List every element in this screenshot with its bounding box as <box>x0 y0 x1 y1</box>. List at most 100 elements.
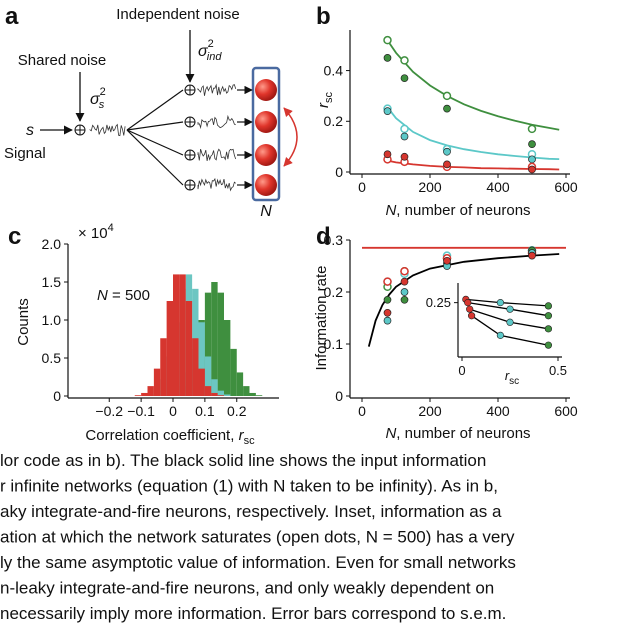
point <box>496 299 505 307</box>
y-tick-label: 0.5 <box>42 350 62 366</box>
sigma-label-part: 2 <box>100 86 106 98</box>
branch <box>126 121 184 131</box>
histogram-bar <box>134 395 142 396</box>
point <box>468 312 476 320</box>
point <box>400 132 409 141</box>
point <box>383 308 392 317</box>
x-tick-label: 600 <box>554 403 578 419</box>
sigma-label-part: ind <box>207 51 223 63</box>
sigma-label-part: s <box>99 99 105 111</box>
histogram-bar <box>255 395 263 396</box>
point <box>443 147 451 156</box>
point <box>442 91 452 101</box>
axis-multiplier: × 104 <box>78 222 114 242</box>
sum-node <box>185 150 195 160</box>
sigma-label-part: 2 <box>208 38 214 50</box>
point <box>443 160 451 169</box>
panel-label: a <box>5 3 19 30</box>
point <box>544 325 553 333</box>
histogram-bar <box>192 338 199 396</box>
histogram-bar <box>166 301 173 396</box>
histogram-bar <box>153 368 161 396</box>
point <box>496 331 505 339</box>
label: Shared noise <box>18 52 106 69</box>
curve <box>465 298 549 307</box>
annotation: N = 500 <box>97 287 150 304</box>
x-tick-label: 0.5 <box>549 363 567 378</box>
y-tick-label: 0.3 <box>324 232 344 248</box>
x-axis-label: N, number of neurons <box>385 425 530 442</box>
point <box>400 74 409 83</box>
branch <box>126 129 184 156</box>
sigma-label: σ2 s <box>90 86 106 111</box>
label: N <box>260 203 272 220</box>
neuron <box>255 174 277 196</box>
x-axis-label: Correlation coefficient, rsc <box>85 427 255 447</box>
point <box>400 288 409 296</box>
x-tick-label: 0 <box>169 403 177 419</box>
x-tick-label: 0.2 <box>227 403 247 419</box>
sigma-label-part: σ <box>90 91 101 108</box>
x-tick-label: 400 <box>486 179 510 195</box>
panel-label: c <box>8 223 21 250</box>
histogram-bar <box>160 338 167 396</box>
population-box <box>251 66 281 202</box>
histogram-bar <box>230 348 237 396</box>
branch <box>126 89 184 131</box>
panel-label: b <box>316 3 331 30</box>
x-axis-label-part: r <box>505 368 510 383</box>
noise-trace <box>197 177 236 192</box>
caption-line: r infinite networks (equation (1) with N… <box>0 477 498 496</box>
point <box>443 256 451 265</box>
x-axis-label-part: r <box>239 427 245 444</box>
y-tick-label: 0 <box>335 164 343 180</box>
sum-node <box>75 125 85 135</box>
x-tick-label: 200 <box>418 179 442 195</box>
point <box>400 152 409 161</box>
histogram-bar <box>185 301 193 396</box>
x-tick-label: 0 <box>458 363 465 378</box>
x-tick-label: 0.1 <box>195 403 215 419</box>
sigma-label-part: σ <box>198 43 209 60</box>
panel-a-shapes <box>40 30 298 202</box>
y-tick-label: 0.2 <box>324 113 344 129</box>
x-tick-label: 400 <box>486 403 510 419</box>
histogram-bar <box>141 392 148 396</box>
point <box>528 155 536 164</box>
histogram-bar <box>224 394 231 396</box>
x-axis-label-part: N <box>385 425 396 442</box>
caption-line: ly the same asymptotic value of informat… <box>0 553 516 572</box>
y-tick-label: 1.0 <box>42 312 62 328</box>
caption-line: ation at which the network saturates (op… <box>0 528 515 547</box>
sum-node <box>185 117 195 127</box>
neuron <box>255 144 277 166</box>
histogram-bar <box>204 356 212 396</box>
x-axis-label-part: sc <box>509 376 519 387</box>
histogram-bar <box>204 292 212 396</box>
y-tick-label: 0.4 <box>324 62 344 78</box>
point <box>383 35 392 45</box>
histogram-bar <box>147 386 154 396</box>
annotation-part: = 500 <box>108 287 150 304</box>
point <box>383 107 392 115</box>
x-axis-label-part: N <box>385 202 396 219</box>
histogram-bar <box>211 379 218 396</box>
sum-node <box>185 85 195 95</box>
histogram-bar <box>173 274 180 396</box>
point <box>400 295 409 304</box>
x-axis-label-part: sc <box>244 435 256 447</box>
y-axis-label: rsc <box>315 92 335 109</box>
y-tick-label: 0.2 <box>324 284 344 300</box>
x-axis-label-part: , number of neurons <box>396 425 530 442</box>
neuron <box>255 79 277 101</box>
noise-trace <box>197 148 237 161</box>
point <box>400 124 409 134</box>
histogram-bar <box>224 320 231 396</box>
point <box>527 124 537 134</box>
point <box>400 56 409 65</box>
caption-line: lor code as in b). The black solid line … <box>0 451 486 470</box>
histogram-bar <box>236 372 244 396</box>
x-axis-label-part: , number of neurons <box>396 202 530 219</box>
caption-line: aky integrate-and-fire neurons, respecti… <box>0 502 502 521</box>
y-tick-label: 0.25 <box>426 295 451 310</box>
